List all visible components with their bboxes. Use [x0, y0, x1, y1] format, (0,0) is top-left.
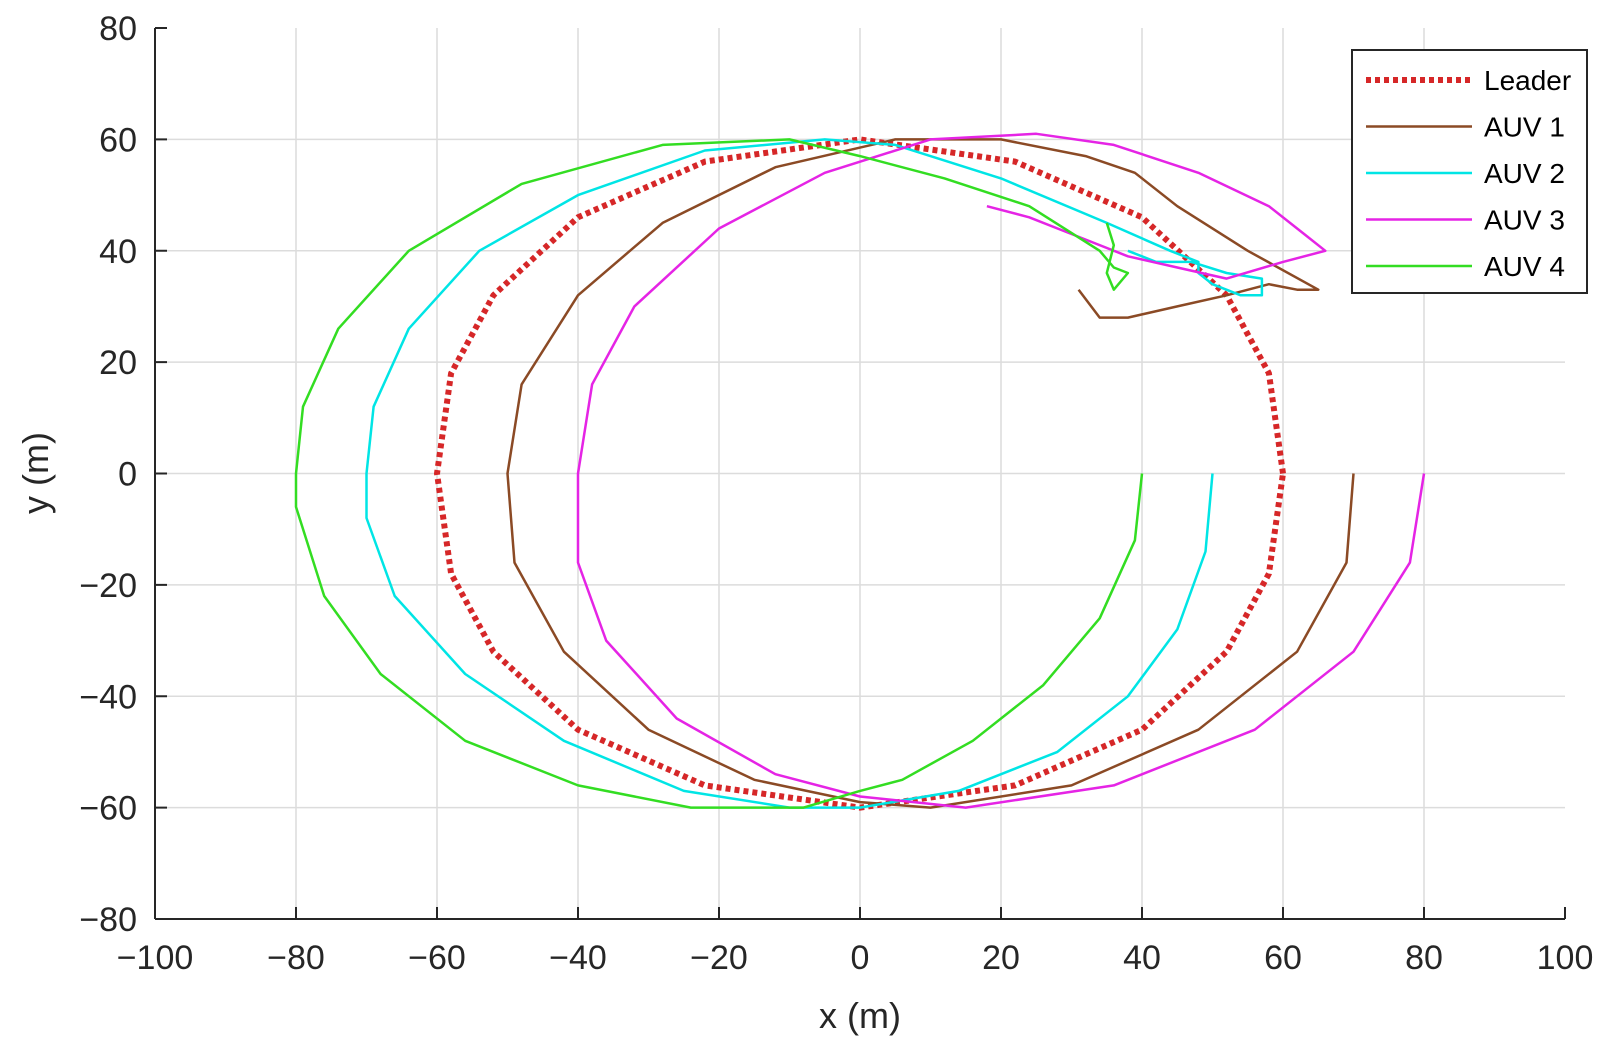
x-tick-label: 80	[1405, 939, 1443, 977]
legend-label-1: Leader	[1484, 65, 1571, 96]
axes	[154, 27, 1566, 920]
series-line-1	[434, 136, 1286, 811]
x-tick-label: −20	[690, 939, 748, 977]
x-tick-label: 60	[1264, 939, 1302, 977]
legend: Leader AUV 1 AUV 2 AUV 3 AUV 4	[1351, 49, 1588, 294]
x-tick-label: 100	[1537, 939, 1594, 977]
x-tick-label: −40	[549, 939, 607, 977]
x-tick-label: 40	[1123, 939, 1161, 977]
y-axis-label: y (m)	[15, 432, 56, 514]
y-tick-label: −20	[79, 567, 137, 605]
legend-label-2: AUV 1	[1484, 112, 1565, 143]
legend-label-4: AUV 3	[1484, 205, 1565, 236]
series-line-4	[576, 132, 1426, 809]
x-axis-label: x (m)	[819, 995, 901, 1036]
legend-box	[1351, 49, 1588, 294]
x-tick-label: −100	[117, 939, 194, 977]
y-tick-label: 40	[99, 233, 137, 271]
y-tick-label: −80	[79, 901, 137, 939]
y-tick-label: 60	[99, 121, 137, 159]
tick-labels: −100 −80 −60 −40 −20 0 20 40 60 80 100−80−60−40−20…	[79, 10, 1593, 977]
legend-label-3: AUV 2	[1484, 158, 1565, 189]
y-tick-label: 0	[118, 456, 137, 494]
legend-label-5: AUV 4	[1484, 251, 1565, 282]
x-tick-label: 20	[982, 939, 1020, 977]
x-tick-label: −80	[267, 939, 325, 977]
series-line-5	[294, 138, 1144, 809]
series-line-3	[365, 138, 1264, 809]
y-tick-label: 20	[99, 344, 137, 382]
series-layer	[294, 132, 1426, 811]
y-tick-label: 80	[99, 10, 137, 48]
x-tick-label: 0	[851, 939, 870, 977]
y-tick-label: −40	[79, 678, 137, 716]
y-tick-label: −60	[79, 790, 137, 828]
x-tick-label: −60	[408, 939, 466, 977]
